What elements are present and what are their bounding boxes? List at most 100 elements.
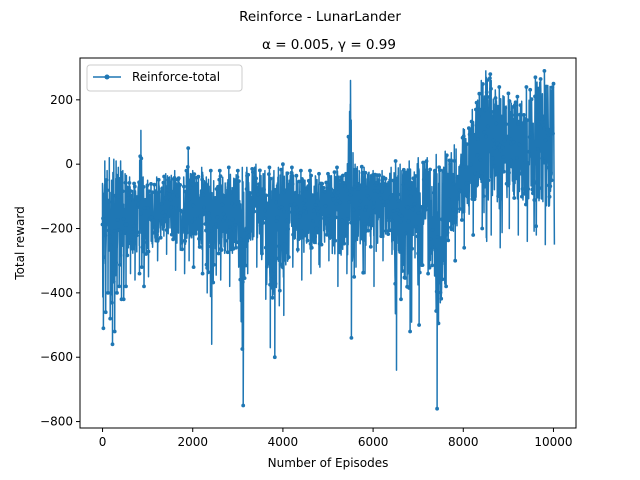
y-axis-label: Total reward bbox=[13, 206, 27, 280]
data-point bbox=[421, 177, 426, 182]
data-point bbox=[162, 174, 167, 179]
data-point bbox=[296, 237, 301, 242]
data-point bbox=[503, 106, 508, 110]
data-point bbox=[452, 159, 457, 163]
data-point bbox=[325, 223, 330, 228]
data-point bbox=[107, 234, 112, 239]
data-point bbox=[353, 220, 358, 225]
data-point bbox=[314, 226, 319, 231]
data-point bbox=[545, 128, 550, 133]
data-point bbox=[208, 168, 213, 173]
data-point bbox=[352, 275, 357, 279]
data-point bbox=[430, 228, 435, 232]
data-point bbox=[529, 131, 533, 136]
data-point bbox=[191, 265, 196, 269]
data-point bbox=[298, 211, 303, 215]
x-tick-label: 0 bbox=[99, 435, 107, 449]
data-point bbox=[147, 189, 151, 194]
data-point bbox=[523, 159, 528, 164]
data-point bbox=[185, 165, 190, 169]
data-point bbox=[265, 201, 270, 206]
chart-title: α = 0.005, γ = 0.99 bbox=[262, 37, 396, 53]
data-point bbox=[164, 228, 169, 232]
data-point bbox=[512, 196, 517, 200]
data-point bbox=[467, 132, 472, 137]
data-point bbox=[168, 197, 173, 202]
data-point bbox=[230, 217, 235, 222]
data-point bbox=[129, 237, 133, 242]
data-point bbox=[268, 282, 272, 287]
data-point bbox=[187, 197, 192, 202]
data-point bbox=[121, 217, 126, 221]
data-point bbox=[110, 300, 114, 305]
data-point bbox=[498, 148, 503, 153]
data-point bbox=[349, 220, 353, 225]
data-point bbox=[522, 191, 527, 196]
data-point bbox=[378, 182, 382, 187]
data-point bbox=[225, 218, 229, 223]
data-point bbox=[416, 251, 421, 256]
data-point bbox=[458, 207, 462, 211]
data-point bbox=[476, 114, 481, 119]
data-point bbox=[354, 168, 359, 173]
data-point bbox=[164, 209, 168, 214]
data-point bbox=[531, 191, 535, 196]
data-point bbox=[380, 189, 384, 194]
data-point bbox=[393, 281, 398, 286]
data-point bbox=[225, 250, 230, 255]
data-point bbox=[410, 207, 415, 212]
data-point bbox=[291, 232, 295, 237]
data-point bbox=[248, 191, 253, 195]
data-point bbox=[361, 270, 366, 275]
data-point bbox=[474, 107, 478, 112]
data-point bbox=[502, 169, 506, 174]
data-point bbox=[540, 117, 545, 122]
data-point bbox=[137, 271, 142, 276]
y-tick-label: 200 bbox=[50, 93, 73, 107]
data-point bbox=[180, 247, 185, 252]
data-point bbox=[332, 190, 336, 194]
data-point bbox=[233, 223, 238, 227]
data-point bbox=[414, 187, 419, 192]
data-point bbox=[326, 214, 331, 218]
data-point bbox=[499, 186, 503, 191]
data-point bbox=[485, 78, 490, 83]
data-point bbox=[190, 219, 195, 224]
data-point bbox=[331, 197, 336, 202]
data-point bbox=[429, 248, 434, 253]
x-tick-label: 4000 bbox=[268, 435, 299, 449]
data-point bbox=[155, 233, 159, 237]
data-point bbox=[235, 175, 240, 179]
data-point bbox=[347, 200, 352, 205]
data-point bbox=[453, 215, 458, 219]
data-point bbox=[285, 171, 290, 176]
data-point bbox=[517, 142, 522, 147]
data-point bbox=[300, 235, 305, 240]
data-point bbox=[515, 156, 519, 160]
data-point bbox=[497, 85, 502, 89]
data-point bbox=[159, 202, 164, 206]
data-point bbox=[103, 310, 108, 315]
data-point bbox=[495, 172, 499, 177]
data-point bbox=[427, 265, 432, 270]
data-point bbox=[210, 267, 214, 272]
data-point bbox=[146, 206, 150, 210]
data-point bbox=[350, 244, 355, 249]
data-point bbox=[112, 329, 117, 334]
data-point bbox=[204, 228, 208, 233]
data-point bbox=[356, 217, 361, 221]
data-point bbox=[501, 155, 506, 160]
data-point bbox=[237, 222, 242, 227]
data-point bbox=[312, 240, 317, 245]
data-point bbox=[303, 198, 308, 203]
data-point bbox=[489, 110, 494, 114]
data-point bbox=[538, 77, 543, 81]
data-point bbox=[507, 170, 511, 175]
data-point bbox=[213, 196, 218, 200]
data-point bbox=[270, 295, 275, 300]
data-point bbox=[190, 182, 195, 187]
data-point bbox=[525, 118, 529, 123]
data-point bbox=[287, 210, 292, 215]
data-point bbox=[140, 245, 145, 250]
data-point bbox=[384, 229, 389, 233]
